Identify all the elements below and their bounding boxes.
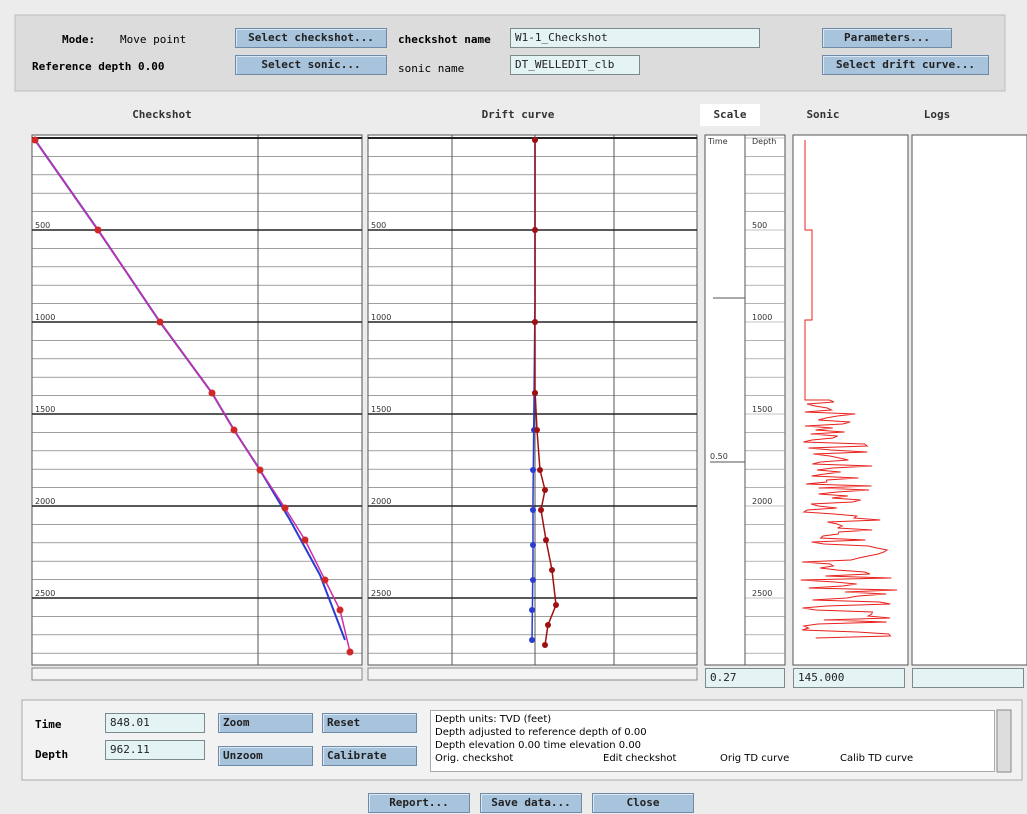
depth-tick-label: 1000 [371, 313, 391, 322]
scale-depth-tick-label: 2000 [752, 497, 772, 506]
scale-readout: 0.27 [705, 668, 785, 688]
drift-edit-point [549, 567, 555, 573]
scale-header: Scale [700, 104, 760, 126]
drift-edit-point [543, 537, 549, 543]
plot-canvas: 500 500 500 1000 1000 1000 1500 1500 1500 2000 200… [0, 0, 1027, 814]
select-checkshot-button[interactable]: Select checkshot... [235, 28, 387, 48]
select-drift-curve-button[interactable]: Select drift curve... [822, 55, 989, 75]
info-line: Depth elevation 0.00 time elevation 0.00 [435, 739, 990, 752]
scale-depth-tick-label: 1500 [752, 405, 772, 414]
drift-edit-point [532, 390, 538, 396]
depth-tick-label: 1000 [35, 313, 55, 322]
checkshot-point [282, 505, 289, 512]
scale-depth-tick-label: 1000 [752, 313, 772, 322]
legend-label: Edit checkshot [603, 752, 676, 765]
drift-edit-point [537, 467, 543, 473]
sonic-name-field[interactable]: DT_WELLEDIT_clb [510, 55, 640, 75]
drift-edit-point [542, 642, 548, 648]
depth-tick-label: 500 [371, 221, 386, 230]
info-line: Depth units: TVD (feet) [435, 713, 990, 726]
drift-calib-point [529, 607, 535, 613]
mode-label: Mode: [62, 33, 95, 46]
scale-depth-tick-label: 500 [752, 221, 767, 230]
checkshot-name-field[interactable]: W1-1_Checkshot [510, 28, 760, 48]
drift-calib-point [530, 507, 536, 513]
drift-edit-point [532, 227, 538, 233]
checkshot-point [209, 390, 216, 397]
drift-edit-point [545, 622, 551, 628]
checkshot-point [257, 467, 264, 474]
checkshot-point [95, 227, 102, 234]
checkshot-point [32, 137, 39, 144]
drift-curve-header: Drift curve [368, 108, 668, 121]
depth-field[interactable]: 962.11 [105, 740, 205, 760]
scrollbar[interactable] [32, 668, 362, 680]
time-label: Time [35, 718, 62, 731]
depth-tick-label: 1500 [35, 405, 55, 414]
sonic-readout: 145.000 [793, 668, 905, 688]
toolbar-bg [15, 15, 1005, 91]
sonic-header: Sonic [793, 108, 853, 121]
drift-edit-point [534, 427, 540, 433]
depth-label: Depth [35, 748, 68, 761]
depth-tick-label: 2500 [35, 589, 55, 598]
depth-tick-label: 2000 [371, 497, 391, 506]
info-scrollbar[interactable] [997, 710, 1011, 772]
info-box: Depth units: TVD (feet) Depth adjusted t… [430, 710, 995, 772]
reset-button[interactable]: Reset [322, 713, 417, 733]
checkshot-panel [32, 135, 362, 665]
checkshot-point [347, 649, 354, 656]
checkshot-name-label: checkshot name [398, 33, 491, 46]
info-line: Depth adjusted to reference depth of 0.0… [435, 726, 990, 739]
unzoom-button[interactable]: Unzoom [218, 746, 313, 766]
calibrate-button[interactable]: Calibrate [322, 746, 417, 766]
legend: Orig. checkshot Edit checkshot Orig TD c… [435, 752, 990, 765]
drift-edit-point [553, 602, 559, 608]
legend-label: Calib TD curve [840, 752, 913, 765]
logs-readout [912, 668, 1024, 688]
checkshot-point [302, 537, 309, 544]
scale-time-header: Time [707, 137, 728, 146]
drift-calib-point [530, 467, 536, 473]
checkshot-point [322, 577, 329, 584]
checkshot-point [157, 319, 164, 326]
sonic-name-label: sonic name [398, 62, 464, 75]
legend-label: Orig. checkshot [435, 752, 513, 765]
logs-panel [912, 135, 1027, 665]
zoom-button[interactable]: Zoom [218, 713, 313, 733]
close-button[interactable]: Close [592, 793, 694, 813]
drift-edit-point [542, 487, 548, 493]
report-button[interactable]: Report... [368, 793, 470, 813]
scale-depth-header: Depth [752, 137, 776, 146]
scale-time-tick: 0.50 [710, 452, 728, 461]
depth-tick-label: 2500 [371, 589, 391, 598]
select-sonic-button[interactable]: Select sonic... [235, 55, 387, 75]
save-data-button[interactable]: Save data... [480, 793, 582, 813]
drift-edit-point [532, 319, 538, 325]
logs-header: Logs [912, 108, 962, 121]
checkshot-header: Checkshot [32, 108, 292, 121]
drift-edit-point [532, 137, 538, 143]
scrollbar[interactable] [368, 668, 697, 680]
checkshot-point [337, 607, 344, 614]
reference-depth: Reference depth 0.00 [32, 60, 164, 73]
drift-calib-point [529, 637, 535, 643]
parameters-button[interactable]: Parameters... [822, 28, 952, 48]
drift-calib-point [530, 542, 536, 548]
scale-depth-tick-label: 2500 [752, 589, 772, 598]
depth-tick-label: 2000 [35, 497, 55, 506]
drift-edit-point [538, 507, 544, 513]
depth-tick-label: 500 [35, 221, 50, 230]
depth-tick-label: 1500 [371, 405, 391, 414]
legend-label: Orig TD curve [720, 752, 789, 765]
app-window: 500 500 500 1000 1000 1000 1500 1500 1500 2000 200… [0, 0, 1027, 814]
drift-calib-point [530, 577, 536, 583]
checkshot-point [231, 427, 238, 434]
mode-value: Move point [120, 33, 186, 46]
time-field[interactable]: 848.01 [105, 713, 205, 733]
